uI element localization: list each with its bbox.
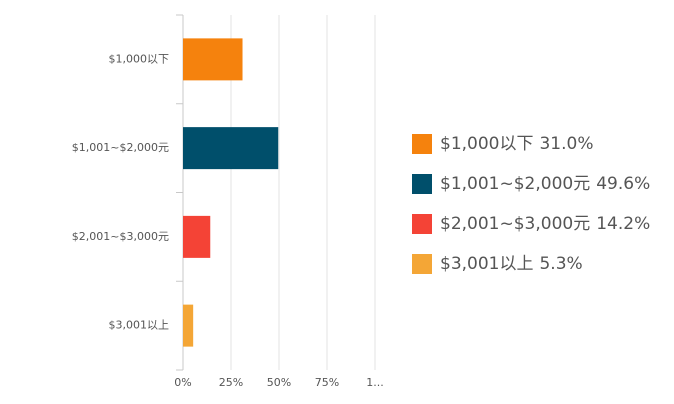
y-tick-label: $1,000以下 — [109, 52, 170, 65]
legend-label: $3,001以上 5.3% — [440, 254, 583, 274]
x-tick-label: 0% — [174, 376, 191, 389]
legend-name: $1,001~$2,000元 — [440, 174, 590, 194]
legend-value: 14.2% — [596, 214, 650, 234]
legend-label: $1,001~$2,000元 49.6% — [440, 174, 650, 194]
legend-label: $2,001~$3,000元 14.2% — [440, 214, 650, 234]
legend-name: $3,001以上 — [440, 254, 533, 274]
legend-name: $1,000以下 — [440, 134, 533, 154]
legend-value: 31.0% — [539, 134, 593, 154]
x-tick-label: 75% — [315, 376, 339, 389]
legend-swatch — [412, 134, 432, 154]
legend-label: $1,000以下 31.0% — [440, 134, 594, 154]
x-tick-label: 25% — [219, 376, 243, 389]
y-tick-label: $2,001~$3,000元 — [72, 230, 169, 243]
legend-name: $2,001~$3,000元 — [440, 214, 590, 234]
x-tick-label: 1... — [366, 376, 384, 389]
y-tick-label: $3,001以上 — [109, 319, 170, 332]
bar — [183, 38, 243, 81]
legend-swatch — [412, 174, 432, 194]
legend-value: 5.3% — [539, 254, 582, 274]
legend-swatch — [412, 214, 432, 234]
legend-swatch — [412, 254, 432, 274]
x-tick-label: 50% — [267, 376, 291, 389]
legend-value: 49.6% — [596, 174, 650, 194]
y-tick-label: $1,001~$2,000元 — [72, 141, 169, 154]
bar — [183, 304, 194, 347]
bar — [183, 215, 211, 258]
bar — [183, 127, 279, 170]
